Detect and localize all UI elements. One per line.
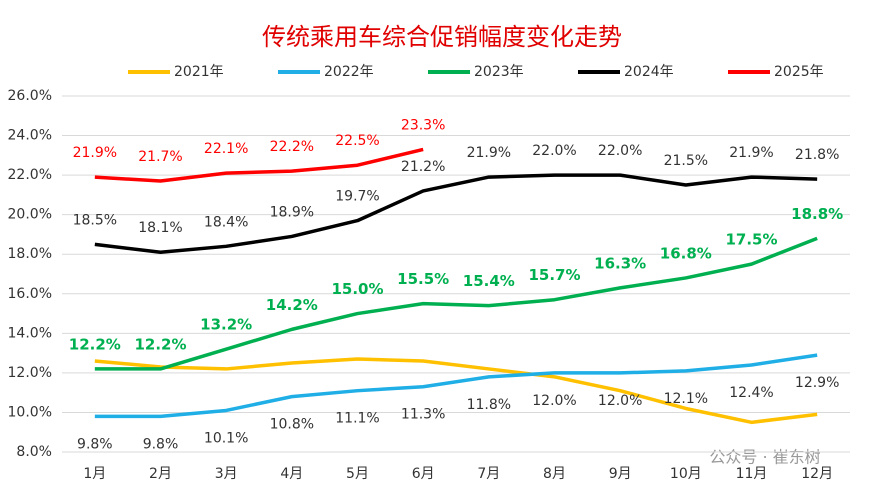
data-label: 22.5%	[335, 133, 379, 149]
data-label: 23.3%	[401, 117, 445, 133]
x-tick-label: 12月	[801, 466, 833, 482]
data-label: 18.4%	[204, 214, 248, 230]
y-tick-label: 12.0%	[8, 365, 52, 381]
data-label: 15.4%	[463, 272, 515, 290]
y-tick-label: 8.0%	[16, 444, 52, 460]
watermark: 公众号 · 崔东树	[709, 448, 820, 467]
data-label: 12.2%	[134, 335, 186, 353]
y-tick-label: 16.0%	[8, 286, 52, 302]
series-line	[94, 353, 818, 419]
data-label: 13.2%	[200, 316, 252, 334]
x-tick-label: 4月	[280, 466, 303, 482]
data-label: 21.2%	[401, 159, 445, 175]
y-tick-label: 22.0%	[8, 167, 52, 183]
series-line	[94, 173, 818, 254]
y-tick-label: 24.0%	[8, 128, 52, 144]
data-label: 12.2%	[69, 335, 121, 353]
y-tick-label: 26.0%	[8, 88, 52, 104]
data-label: 19.7%	[335, 189, 379, 205]
x-tick-label: 1月	[83, 466, 106, 482]
x-tick-label: 2月	[149, 466, 172, 482]
data-label: 22.0%	[598, 143, 642, 159]
data-label: 16.3%	[594, 254, 646, 272]
data-label: 18.9%	[270, 204, 314, 220]
x-tick-label: 6月	[412, 466, 435, 482]
series-line	[94, 147, 424, 183]
y-tick-label: 18.0%	[8, 246, 52, 262]
data-label: 22.1%	[204, 141, 248, 157]
data-label: 21.5%	[664, 153, 708, 169]
data-label: 10.8%	[270, 417, 314, 433]
legend-label: 2025年	[774, 64, 824, 80]
data-label: 9.8%	[143, 436, 179, 452]
data-label: 12.4%	[729, 385, 773, 401]
legend-label: 2023年	[474, 64, 524, 80]
data-label: 18.8%	[791, 205, 843, 223]
y-tick-label: 20.0%	[8, 207, 52, 223]
legend-label: 2021年	[174, 64, 224, 80]
data-label: 12.1%	[664, 391, 708, 407]
series-line	[94, 236, 818, 371]
data-label: 9.8%	[77, 436, 113, 452]
y-tick-label: 14.0%	[8, 325, 52, 341]
data-label: 21.9%	[73, 145, 117, 161]
x-tick-label: 9月	[609, 466, 632, 482]
data-label: 21.7%	[138, 149, 182, 165]
legend-label: 2022年	[324, 64, 374, 80]
data-label: 11.8%	[467, 397, 511, 413]
chart-title: 传统乘用车综合促销幅度变化走势	[262, 23, 622, 51]
data-label: 17.5%	[725, 231, 777, 249]
x-tick-label: 11月	[736, 466, 768, 482]
data-label: 21.8%	[795, 147, 839, 163]
data-label: 15.5%	[397, 270, 449, 288]
x-tick-label: 3月	[215, 466, 238, 482]
x-tick-label: 5月	[346, 466, 369, 482]
y-tick-label: 10.0%	[8, 404, 52, 420]
x-tick-label: 7月	[477, 466, 500, 482]
data-label: 12.0%	[532, 393, 576, 409]
data-label: 18.5%	[73, 212, 117, 228]
data-label: 12.0%	[598, 393, 642, 409]
data-label: 18.1%	[138, 220, 182, 236]
data-label: 15.0%	[331, 280, 383, 298]
legend-label: 2024年	[624, 64, 674, 80]
data-label: 11.1%	[335, 411, 379, 427]
data-label: 21.9%	[729, 145, 773, 161]
data-label: 11.3%	[401, 407, 445, 423]
x-tick-label: 8月	[543, 466, 566, 482]
series-line	[94, 357, 818, 425]
data-label: 21.9%	[467, 145, 511, 161]
data-label: 14.2%	[266, 296, 318, 314]
data-label: 22.0%	[532, 143, 576, 159]
data-label: 22.2%	[270, 139, 314, 155]
data-label: 10.1%	[204, 430, 248, 446]
data-label: 16.8%	[660, 244, 712, 262]
data-label: 12.9%	[795, 375, 839, 391]
x-tick-label: 10月	[670, 466, 702, 482]
data-label: 15.7%	[528, 266, 580, 284]
